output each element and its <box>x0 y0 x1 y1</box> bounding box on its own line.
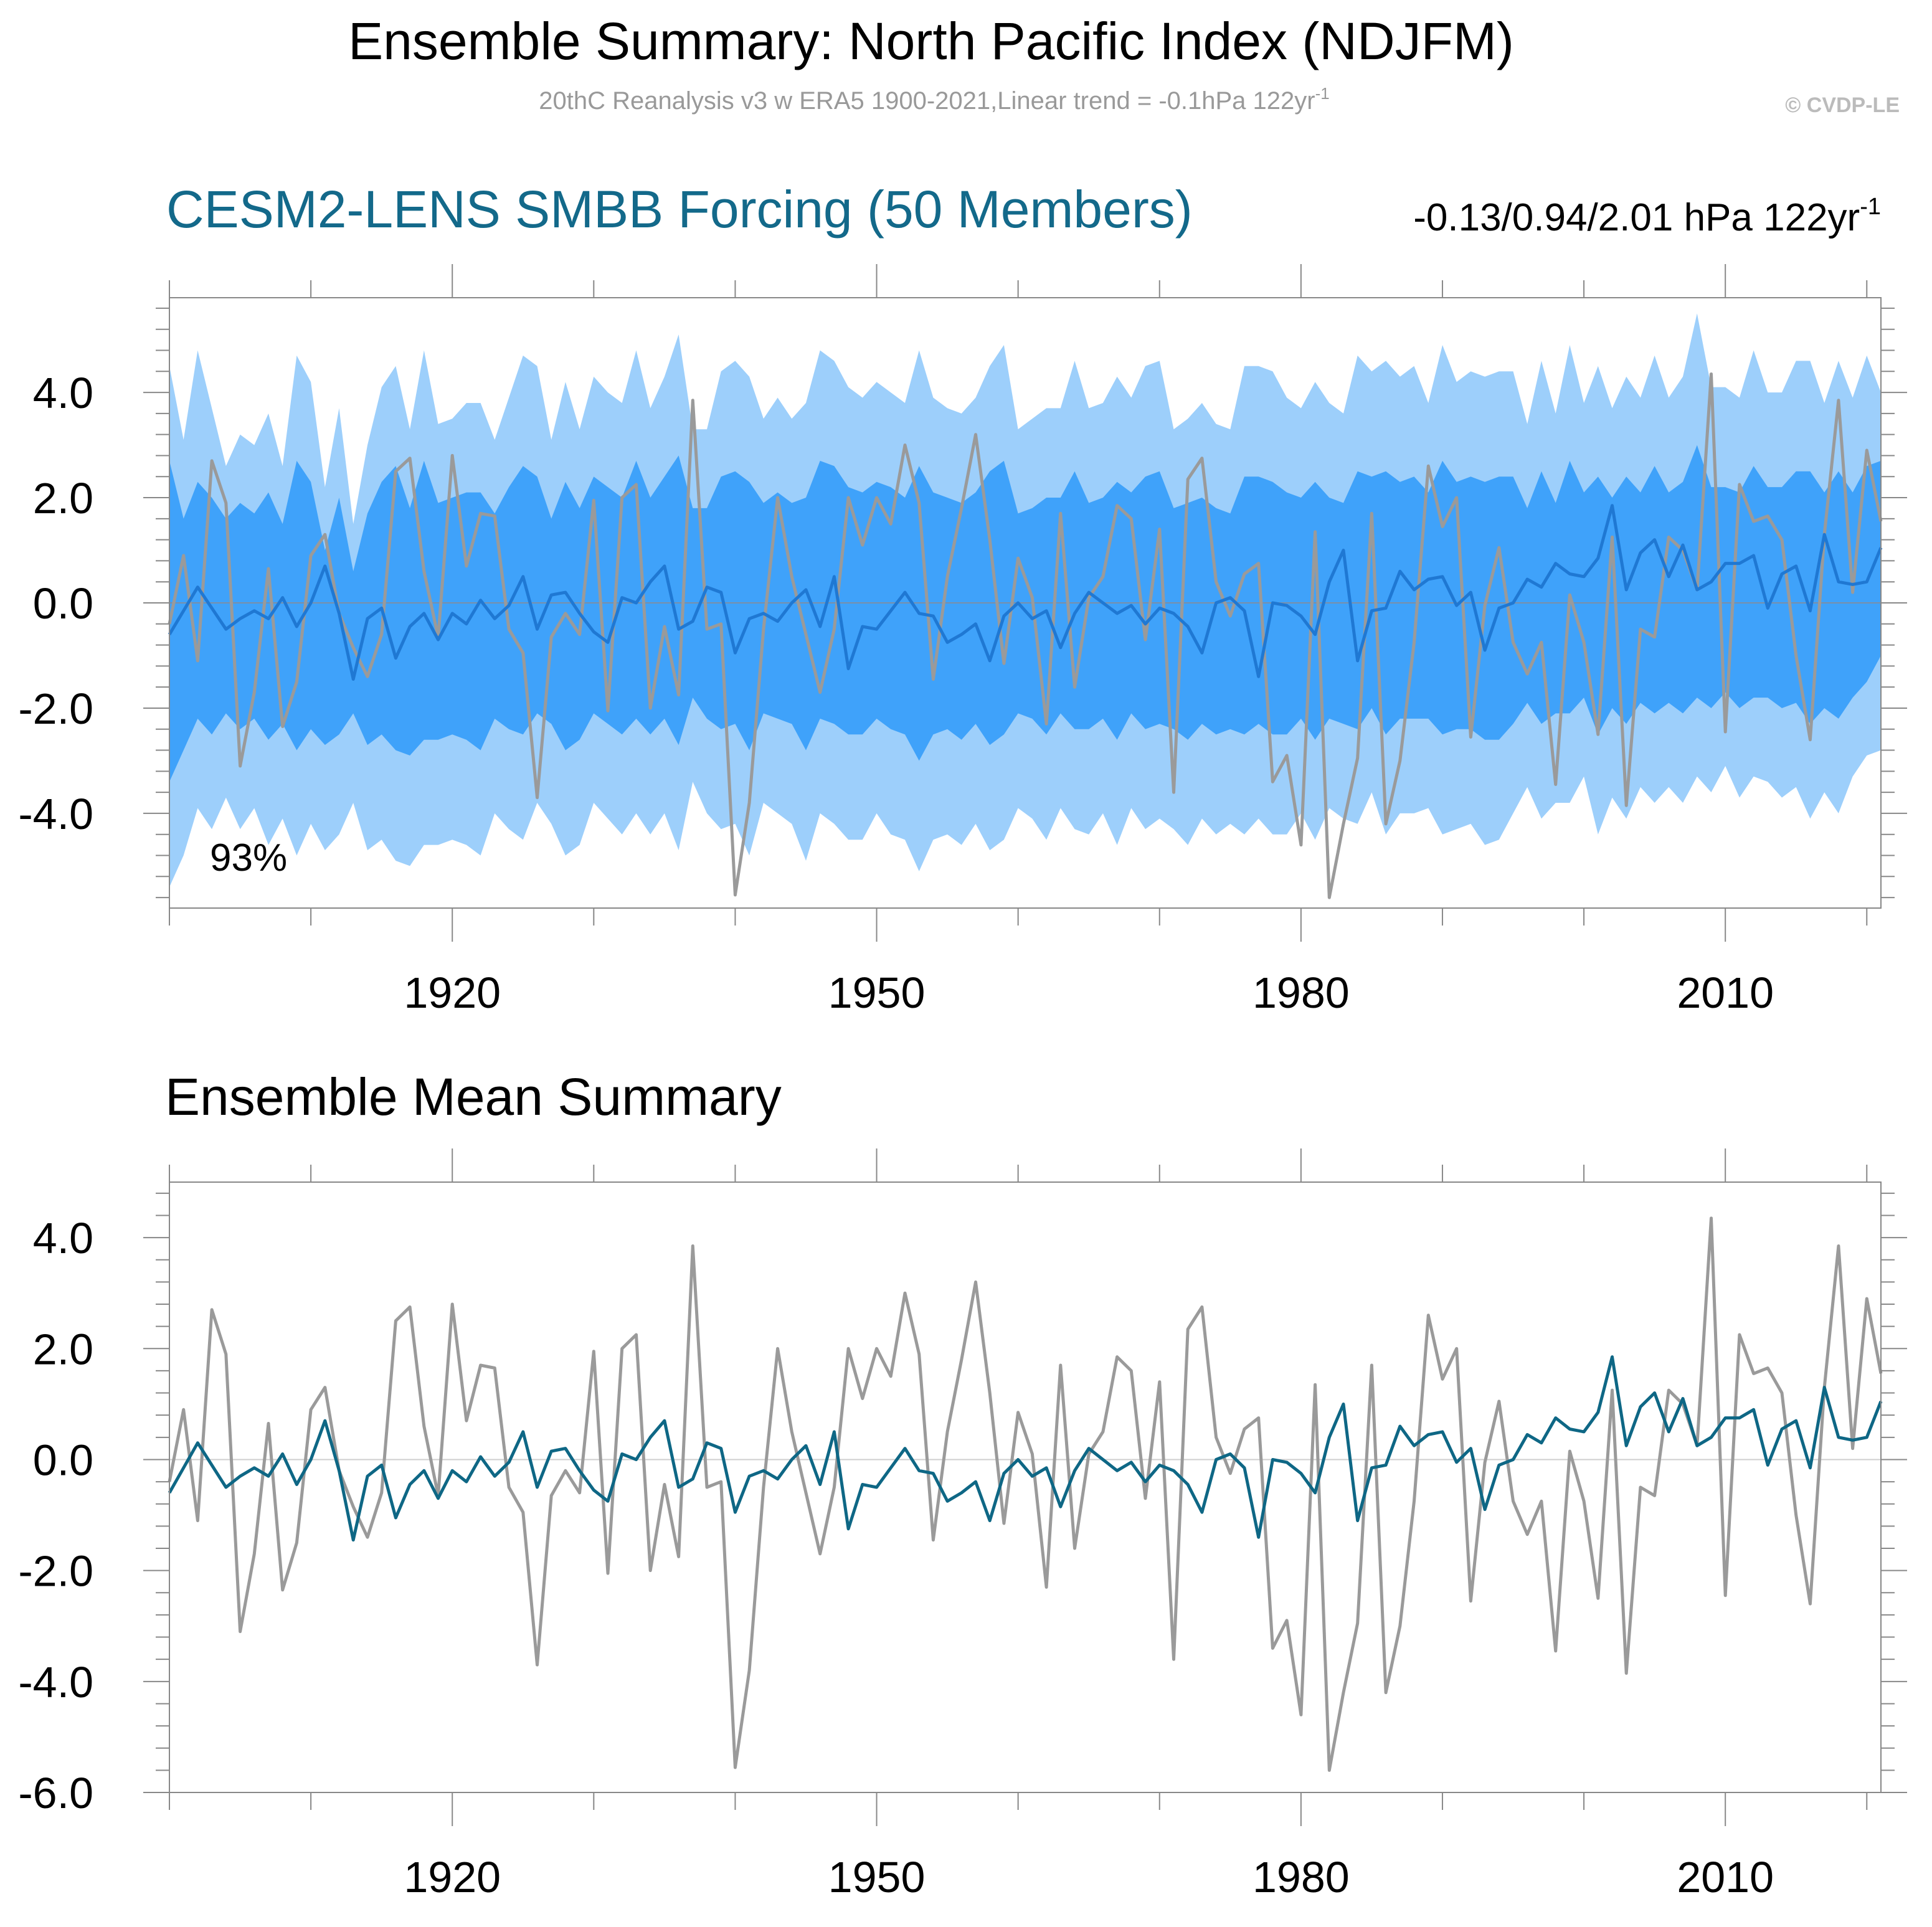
panel1-inner-band <box>169 445 1881 782</box>
panel1-trend-text: -0.13/0.94/2.01 hPa 122yr <box>1413 196 1860 239</box>
panel2-ytick-label: -6.0 <box>18 1769 93 1817</box>
panel2-xtick-label: 1920 <box>404 1853 501 1901</box>
panel1-ytick-label: 4.0 <box>33 369 93 417</box>
panel1-trend-label: -0.13/0.94/2.01 hPa 122yr-1 <box>1413 194 1881 239</box>
panel1-title: CESM2-LENS SMBB Forcing (50 Members) <box>166 180 1193 239</box>
copyright-label: © CVDP-LE <box>1785 93 1900 117</box>
panel2-xtick-label: 1950 <box>828 1853 926 1901</box>
panel1-xtick-label: 1980 <box>1252 968 1350 1017</box>
panel1-observed-line <box>168 372 1883 899</box>
figure-subtitle: 20thC Reanalysis v3 w ERA5 1900-2021,Lin… <box>539 84 1329 115</box>
panel1-xtick-label: 1950 <box>828 968 926 1017</box>
panel2-xtick-label: 1980 <box>1252 1853 1350 1901</box>
panel1-xtick-label: 2010 <box>1677 968 1774 1017</box>
subtitle-sup: -1 <box>1315 84 1330 103</box>
panel2-ytick-label: -4.0 <box>18 1658 93 1707</box>
panel1-ytick-label: -2.0 <box>18 684 93 733</box>
panel2-border <box>169 1181 1882 1793</box>
panel2-title: Ensemble Mean Summary <box>165 1068 782 1126</box>
panel1-plot: 1920 1950 1980 2010 4.0 2.0 0.0 -2.0 -4.0 93% <box>18 264 1907 1017</box>
panel2-ytick-label: 4.0 <box>33 1214 93 1262</box>
panel1-trend-sup: -1 <box>1860 194 1881 220</box>
panel2-ytick-label: -2.0 <box>18 1547 93 1596</box>
panel1-ytick-label: -4.0 <box>18 790 93 838</box>
panel1-xtick-label: 1920 <box>404 968 501 1017</box>
panel2-plot: 1920 1950 1980 2010 4.0 2.0 0.0 -2.0 -4.0 -6.0 <box>18 1148 1907 1901</box>
panel2-xtick-label: 2010 <box>1677 1853 1774 1901</box>
panel2-frame <box>169 1181 1882 1793</box>
panel1-ytick-label: 2.0 <box>33 474 93 523</box>
panel1-ensemble-mean-line <box>168 504 1883 681</box>
panel2-observed-line <box>168 1216 1883 1772</box>
subtitle-text: 20thC Reanalysis v3 w ERA5 1900-2021,Lin… <box>539 87 1315 115</box>
panel2-ensemble-mean-line <box>168 1355 1883 1542</box>
panel2-ytick-label: 0.0 <box>33 1436 93 1484</box>
panel1-ytick-label: 0.0 <box>33 579 93 628</box>
figure-title: Ensemble Summary: North Pacific Index (N… <box>348 12 1514 70</box>
panel2-ytick-label: 2.0 <box>33 1325 93 1373</box>
panel1-percent-annotation: 93% <box>210 836 287 879</box>
